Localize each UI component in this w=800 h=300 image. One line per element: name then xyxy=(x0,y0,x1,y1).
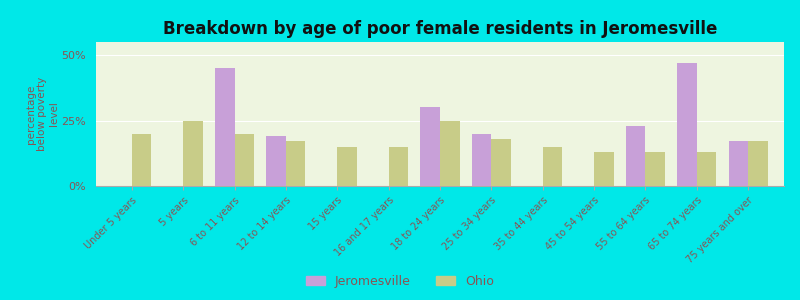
Bar xyxy=(286,142,306,186)
Bar xyxy=(678,63,697,186)
Bar xyxy=(132,134,151,186)
Bar xyxy=(472,134,491,186)
Y-axis label: percentage
below poverty
level: percentage below poverty level xyxy=(26,77,58,151)
Bar xyxy=(183,121,202,186)
Bar xyxy=(389,147,408,186)
Bar xyxy=(748,142,767,186)
Bar xyxy=(215,68,234,186)
Bar xyxy=(646,152,665,186)
Title: Breakdown by age of poor female residents in Jeromesville: Breakdown by age of poor female resident… xyxy=(163,20,717,38)
Bar xyxy=(626,126,646,186)
Bar xyxy=(266,136,286,186)
Bar xyxy=(594,152,614,186)
Bar xyxy=(542,147,562,186)
Bar xyxy=(338,147,357,186)
Bar xyxy=(421,107,440,186)
Bar xyxy=(697,152,716,186)
Bar xyxy=(729,142,748,186)
Legend: Jeromesville, Ohio: Jeromesville, Ohio xyxy=(306,275,494,288)
Bar xyxy=(234,134,254,186)
Bar xyxy=(491,139,511,186)
Bar xyxy=(440,121,459,186)
